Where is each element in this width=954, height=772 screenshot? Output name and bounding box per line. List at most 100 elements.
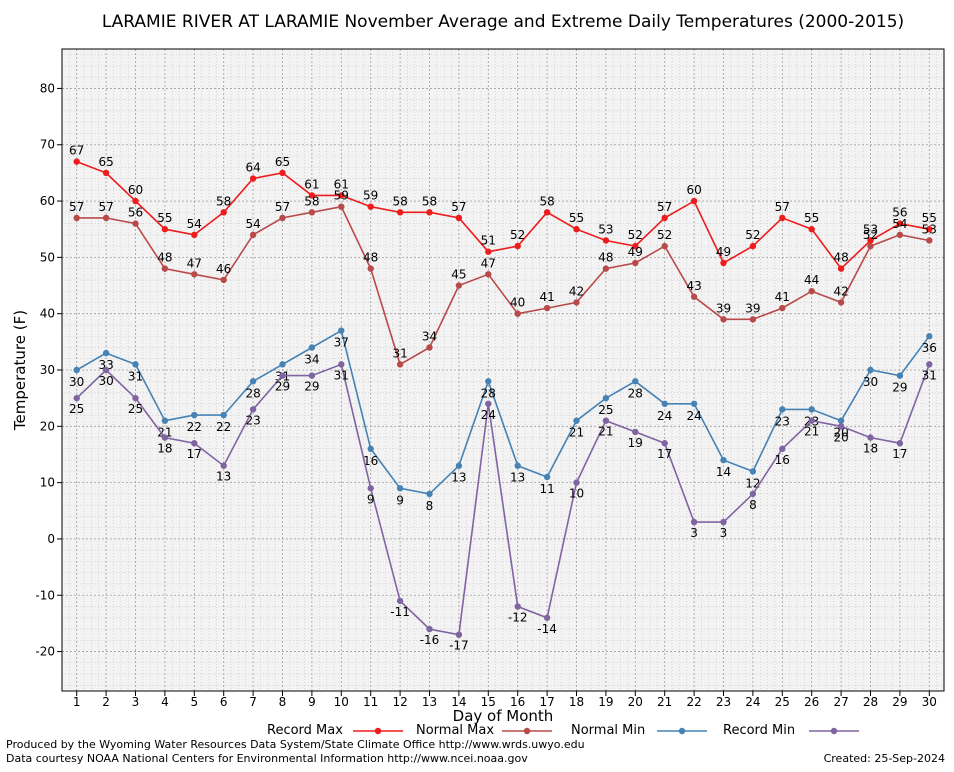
normal-max-data-label: 40: [510, 296, 525, 310]
record-max-data-label: 55: [569, 211, 584, 225]
normal-min-data-label: 21: [569, 426, 584, 440]
record-max-data-label: 64: [245, 161, 260, 175]
record-min-data-label: -16: [420, 633, 440, 647]
normal-max-data-label: 41: [775, 290, 790, 304]
record-max-point: [602, 237, 610, 244]
record-min-point: [896, 440, 904, 447]
record-min-data-label: 31: [334, 368, 349, 382]
normal-min-data-label: 22: [187, 420, 202, 434]
normal-min-data-label: 28: [628, 386, 643, 400]
record-min-point: [661, 440, 668, 447]
normal-max-point: [720, 316, 727, 323]
normal-min-point: [867, 366, 874, 374]
record-max-data-label: 48: [833, 251, 848, 265]
record-max-data-label: 65: [275, 155, 290, 169]
record-min-point: [808, 417, 815, 424]
record-max-data-label: 58: [422, 194, 437, 208]
record-min-point: [720, 518, 727, 526]
normal-min-point: [308, 344, 316, 351]
normal-max-point: [279, 214, 286, 222]
record-min-point: [220, 462, 227, 469]
record-max-point: [161, 226, 169, 233]
chart-title: LARAMIE RIVER AT LARAMIE November Averag…: [102, 12, 904, 32]
record-min-point: [396, 597, 404, 605]
record-max-point: [632, 242, 639, 250]
record-max-data-label: 57: [657, 200, 672, 214]
record-max-point: [396, 209, 404, 216]
record-max-data-label: 55: [157, 211, 172, 225]
normal-min-point: [837, 417, 845, 424]
record-min-data-label: 9: [367, 492, 375, 506]
normal-max-point: [661, 242, 668, 250]
record-max-point: [661, 214, 668, 222]
record-max-data-label: 52: [628, 228, 643, 242]
normal-min-data-label: 9: [396, 493, 404, 507]
x-tick-label: 6: [220, 695, 228, 709]
record-max-data-label: 49: [716, 245, 731, 259]
normal-min-point: [896, 372, 904, 379]
record-min-data-label: 21: [598, 425, 613, 439]
normal-max-point: [602, 265, 610, 272]
normal-max-data-label: 45: [451, 268, 466, 282]
normal-max-point: [455, 282, 463, 289]
record-min-point: [867, 434, 874, 441]
record-min-point: [573, 479, 580, 486]
normal-max-data-label: 59: [334, 189, 349, 203]
normal-max-point: [485, 271, 492, 278]
y-tick-label: 40: [40, 307, 55, 321]
normal-min-point: [191, 411, 198, 419]
normal-max-data-label: 39: [745, 301, 760, 315]
record-min-point: [543, 614, 551, 621]
normal-min-point: [632, 378, 639, 385]
normal-min-data-label: 29: [892, 381, 907, 395]
normal-max-point: [308, 209, 316, 216]
legend-marker-record-max: [374, 727, 382, 735]
record-max-point: [455, 214, 463, 222]
normal-min-point: [808, 406, 815, 413]
normal-min-data-label: 24: [686, 409, 701, 423]
normal-min-point: [661, 400, 668, 407]
record-max-point: [867, 237, 874, 244]
record-min-data-label: -17: [449, 639, 469, 653]
normal-max-line: [76, 205, 930, 366]
record-max-point: [514, 242, 521, 250]
x-tick-label: 25: [775, 695, 790, 709]
x-tick-label: 29: [892, 695, 907, 709]
normal-min-data-label: 21: [157, 426, 172, 440]
normal-min-point: [73, 366, 80, 374]
normal-max-point: [779, 304, 786, 312]
normal-max-data-label: 57: [69, 200, 84, 214]
normal-min-point: [102, 349, 110, 357]
normal-min-point: [249, 378, 257, 385]
normal-max-data-label: 43: [686, 279, 701, 293]
record-min-point: [837, 423, 845, 430]
record-min-data-label: 10: [569, 487, 584, 501]
record-min-data-label: 21: [804, 425, 819, 439]
x-tick-label: 12: [392, 695, 407, 709]
record-min-point: [485, 400, 492, 407]
normal-min-point: [779, 406, 786, 413]
record-max-data-label: 67: [69, 144, 84, 158]
normal-max-data-label: 53: [922, 222, 937, 236]
y-tick-label: 60: [40, 194, 55, 208]
normal-min-data-label: 31: [128, 369, 143, 383]
record-min-point: [279, 372, 286, 379]
record-max-line: [76, 160, 930, 270]
normal-min-data-label: 8: [426, 499, 434, 513]
record-max-data-label: 52: [745, 228, 760, 242]
normal-min-data-label: 23: [775, 414, 790, 428]
normal-min-point: [602, 394, 610, 402]
legend-marker-normal-max: [523, 727, 531, 735]
record-min-data-label: 25: [128, 402, 143, 416]
record-max-data-label: 61: [334, 177, 349, 191]
record-min-data-label: 16: [775, 453, 790, 467]
y-tick-label: -10: [35, 588, 55, 602]
y-tick-label: -20: [35, 645, 55, 659]
record-min-data-label: 17: [892, 447, 907, 461]
x-tick-label: 3: [132, 695, 140, 709]
record-min-data-label: 31: [922, 368, 937, 382]
record-min-point: [132, 394, 139, 402]
normal-min-data-label: 13: [451, 471, 466, 485]
